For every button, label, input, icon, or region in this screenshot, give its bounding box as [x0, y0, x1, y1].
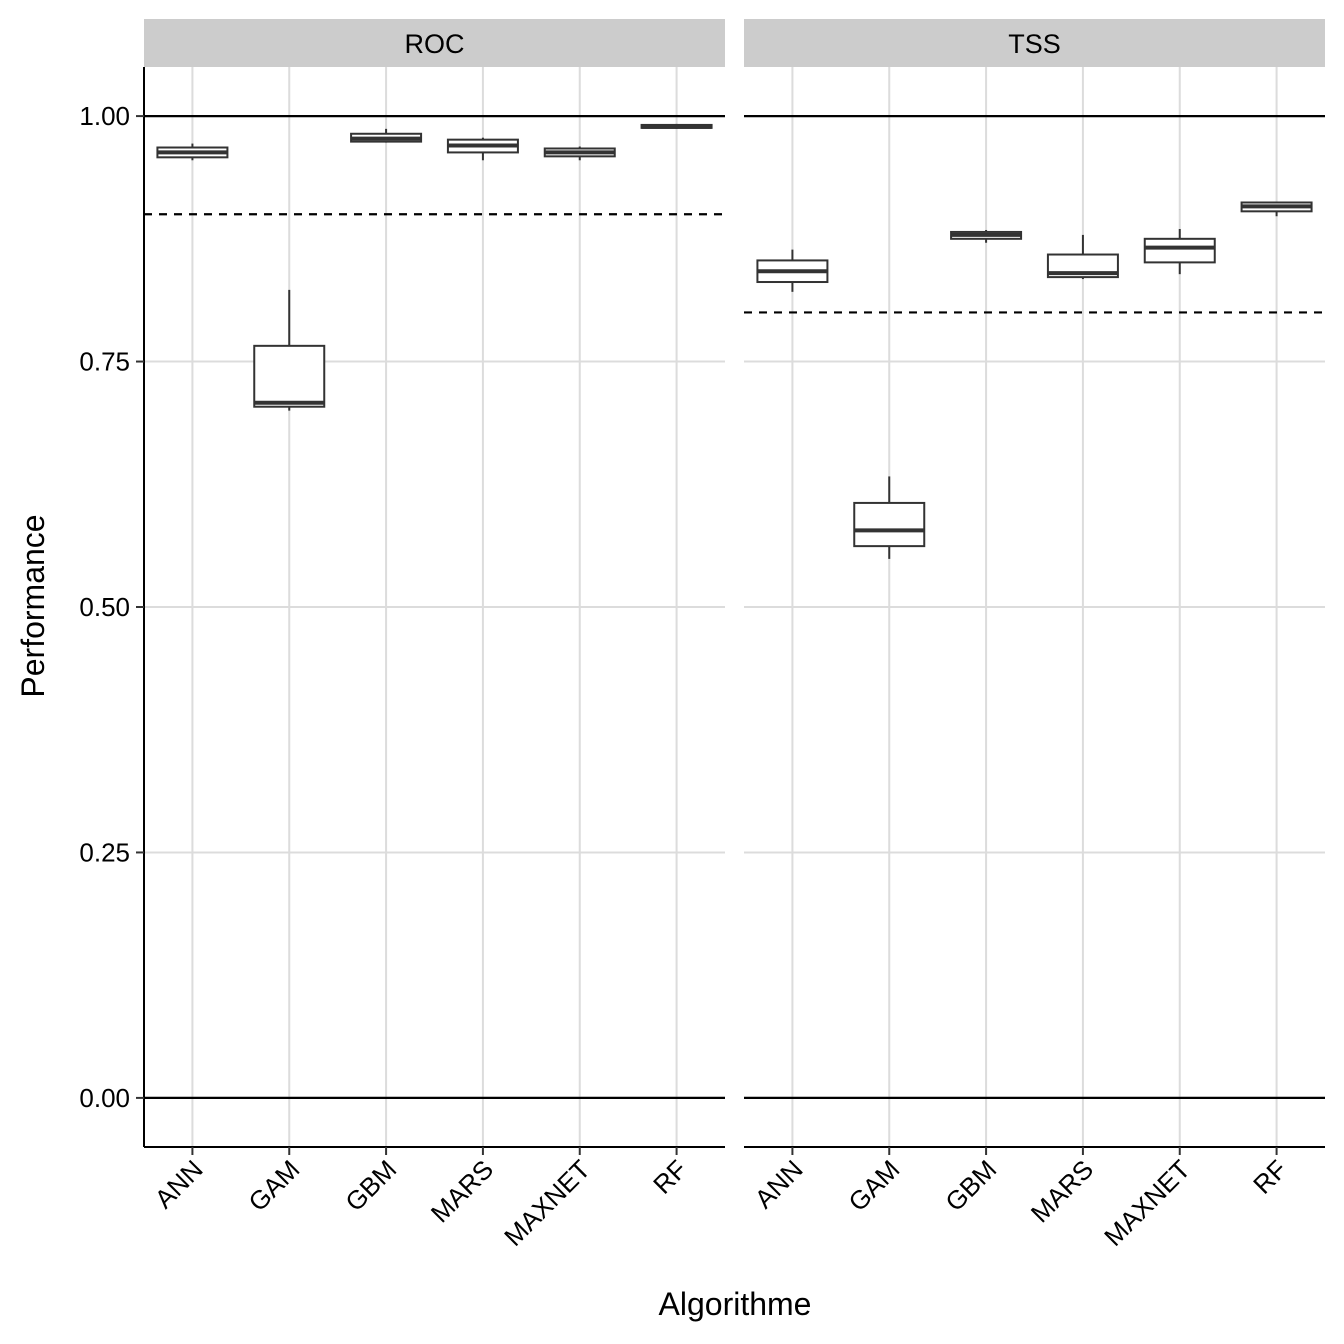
x-tick-label: GAM: [242, 1154, 305, 1217]
x-axis-title: Algorithme: [659, 1286, 812, 1322]
y-axis-title: Performance: [15, 514, 51, 697]
x-tick-label: RF: [1247, 1154, 1293, 1200]
strip-label: TSS: [1008, 29, 1061, 59]
y-tick-label: 1.00: [79, 101, 130, 131]
strip-label: ROC: [405, 29, 465, 59]
x-tick-label: GBM: [939, 1154, 1002, 1217]
panel-tss: TSS ANN GAM GBM MARS MAXNET RF: [744, 19, 1325, 1252]
box-gam: [853, 476, 926, 559]
panel-roc: ROC ANN GAM GBM MARS MAXNET RF 0.00 0.25 0.50 0.75…: [79, 19, 725, 1252]
box-body: [853, 501, 926, 548]
x-tick-label: RF: [647, 1154, 693, 1200]
box-gbm: [950, 229, 1023, 243]
strip-background: [744, 19, 1325, 67]
x-tick-label: MARS: [1025, 1154, 1099, 1228]
strip-background: [144, 19, 725, 67]
box-ann: [156, 143, 229, 161]
box-maxnet: [543, 146, 616, 161]
box-ann: [756, 249, 829, 292]
box-rf: [1240, 201, 1313, 217]
x-tick-label: MAXNET: [498, 1154, 596, 1252]
x-tick-label: MARS: [425, 1154, 499, 1228]
box-gbm: [350, 128, 423, 143]
y-tick-label: 0.75: [79, 347, 130, 377]
x-tick-label: GAM: [842, 1154, 905, 1217]
box-mars: [1046, 234, 1119, 280]
x-tick-label: GBM: [339, 1154, 402, 1217]
x-tick-label: ANN: [149, 1154, 209, 1214]
y-tick-label: 0.00: [79, 1083, 130, 1113]
y-tick-label: 0.50: [79, 592, 130, 622]
box-gam: [253, 289, 326, 411]
box-body: [1143, 237, 1216, 264]
x-tick-label: MAXNET: [1098, 1154, 1196, 1252]
box-mars: [446, 137, 519, 161]
box-body: [253, 344, 326, 408]
x-tick-label: ANN: [749, 1154, 809, 1214]
box-rf: [640, 123, 713, 129]
box-maxnet: [1143, 229, 1216, 275]
y-tick-label: 0.25: [79, 837, 130, 867]
